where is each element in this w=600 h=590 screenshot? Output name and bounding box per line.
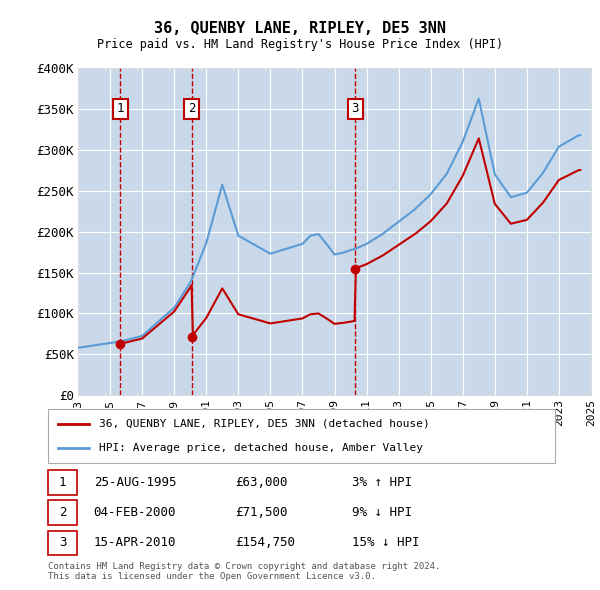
- Text: 2: 2: [59, 506, 67, 519]
- Text: 36, QUENBY LANE, RIPLEY, DE5 3NN: 36, QUENBY LANE, RIPLEY, DE5 3NN: [154, 21, 446, 35]
- Text: £71,500: £71,500: [236, 506, 288, 519]
- FancyBboxPatch shape: [48, 530, 77, 555]
- Text: 36, QUENBY LANE, RIPLEY, DE5 3NN (detached house): 36, QUENBY LANE, RIPLEY, DE5 3NN (detach…: [98, 418, 430, 428]
- Text: 3: 3: [352, 102, 359, 115]
- Text: 2: 2: [188, 102, 196, 115]
- Text: Price paid vs. HM Land Registry's House Price Index (HPI): Price paid vs. HM Land Registry's House …: [97, 38, 503, 51]
- Text: 9% ↓ HPI: 9% ↓ HPI: [352, 506, 412, 519]
- Text: 15-APR-2010: 15-APR-2010: [94, 536, 176, 549]
- Text: £154,750: £154,750: [236, 536, 296, 549]
- Text: HPI: Average price, detached house, Amber Valley: HPI: Average price, detached house, Ambe…: [98, 444, 422, 454]
- FancyBboxPatch shape: [48, 500, 77, 525]
- Text: 25-AUG-1995: 25-AUG-1995: [94, 476, 176, 489]
- Text: 15% ↓ HPI: 15% ↓ HPI: [352, 536, 420, 549]
- FancyBboxPatch shape: [48, 409, 555, 463]
- FancyBboxPatch shape: [48, 470, 77, 495]
- Text: 04-FEB-2000: 04-FEB-2000: [94, 506, 176, 519]
- Text: 1: 1: [117, 102, 124, 115]
- Text: 3% ↑ HPI: 3% ↑ HPI: [352, 476, 412, 489]
- Text: 3: 3: [59, 536, 67, 549]
- Text: £63,000: £63,000: [236, 476, 288, 489]
- Text: Contains HM Land Registry data © Crown copyright and database right 2024.
This d: Contains HM Land Registry data © Crown c…: [48, 562, 440, 581]
- Text: 1: 1: [59, 476, 67, 489]
